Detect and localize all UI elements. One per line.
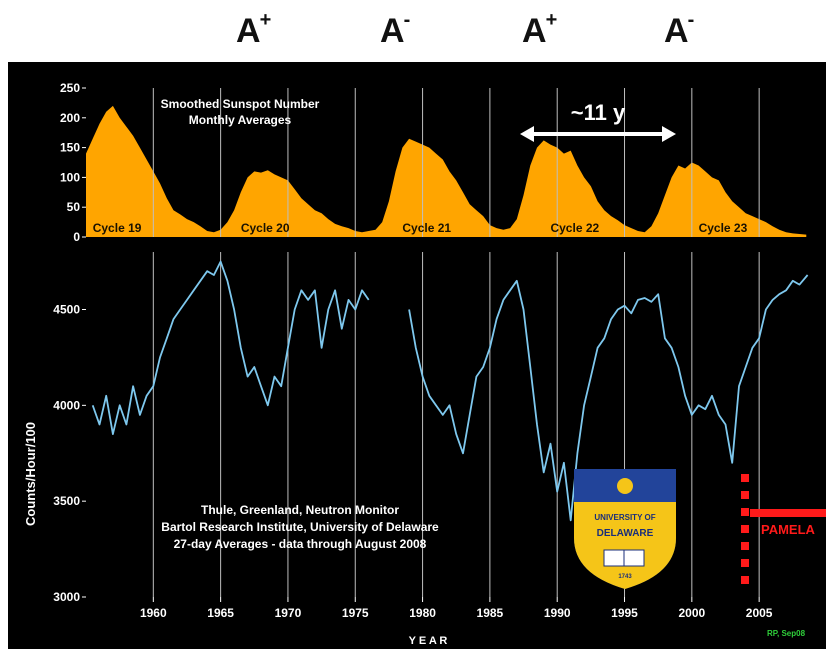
year-x-tick-label: 1985 — [477, 606, 504, 620]
station-note-line-1: Thule, Greenland, Neutron Monitor — [201, 503, 399, 517]
station-note-line-2: Bartol Research Institute, University of… — [161, 520, 439, 534]
neutron-y-axis-label: Counts/Hour/100 — [23, 422, 38, 526]
sunspot-y-tick-label: 50 — [67, 200, 81, 214]
neutron-line-segment-1 — [91, 260, 370, 436]
sunspot-title-line-1: Smoothed Sunspot Number — [161, 97, 320, 111]
pamela-label: PAMELA — [761, 522, 816, 537]
sunspot-y-ticks: 0 50 100 150 200 250 — [60, 81, 86, 244]
logo-text-line-1: UNIVERSITY OF — [594, 513, 655, 522]
neutron-series — [91, 260, 809, 522]
logo-text-line-3: 1743 — [618, 574, 632, 580]
sunspot-title-line-2: Monthly Averages — [189, 113, 292, 127]
neutron-panel: 3000 3500 4000 4500 1960 1965 1970 1975 1980 198… — [23, 252, 809, 647]
sunspot-y-tick-label: 0 — [73, 230, 80, 244]
sunspot-y-tick-label: 100 — [60, 170, 80, 184]
cycle-labels: Cycle 19 Cycle 20 Cycle 21 Cycle 22 Cycle 23 — [93, 221, 748, 235]
neutron-y-tick-label: 3500 — [53, 494, 80, 508]
year-x-tick-label: 1980 — [409, 606, 436, 620]
polarity-label-4: A- — [664, 8, 694, 50]
cycle-arrow-label: ~11 y — [571, 100, 626, 125]
year-x-tick-label: 1975 — [342, 606, 369, 620]
year-x-tick-label: 2005 — [746, 606, 773, 620]
cycle-arrow: ~11 y — [520, 100, 676, 142]
year-x-tick-label: 1990 — [544, 606, 571, 620]
year-x-tick-label: 1965 — [207, 606, 234, 620]
year-x-tick-label: 1970 — [275, 606, 302, 620]
year-x-axis-label: Y E A R — [409, 635, 448, 647]
cycle-label: Cycle 20 — [241, 221, 290, 235]
polarity-label-2: A- — [380, 8, 410, 50]
neutron-y-tick-label: 4000 — [53, 398, 80, 412]
year-x-tick-label: 1960 — [140, 606, 167, 620]
cycle-label: Cycle 23 — [699, 221, 748, 235]
logo-text-line-2: DELAWARE — [597, 528, 654, 539]
neutron-y-tick-label: 3000 — [53, 590, 80, 604]
neutron-y-tick-label: 4500 — [53, 303, 80, 317]
sunspot-gridlines — [152, 88, 760, 237]
university-logo: UNIVERSITY OF DELAWARE 1743 — [574, 469, 676, 589]
cycle-label: Cycle 21 — [402, 221, 451, 235]
sunspot-y-tick-label: 250 — [60, 81, 80, 95]
credit-text: RP, Sep08 — [767, 629, 806, 638]
sunspot-area — [86, 105, 807, 238]
cycle-label: Cycle 19 — [93, 221, 142, 235]
year-x-tick-label: 2000 — [678, 606, 705, 620]
cycle-label: Cycle 22 — [550, 221, 599, 235]
polarity-label-1: A+ — [236, 8, 271, 50]
station-note-line-3: 27-day Averages - data through August 20… — [174, 537, 427, 551]
neutron-y-ticks: 3000 3500 4000 4500 — [53, 303, 86, 604]
year-x-tick-label: 1995 — [611, 606, 638, 620]
sunspot-y-tick-label: 200 — [60, 111, 80, 125]
year-x-ticks: 1960 1965 1970 1975 1980 1985 1990 1995 2000 2005 — [140, 597, 773, 620]
polarity-label-3: A+ — [522, 8, 557, 50]
neutron-line-segment-2 — [408, 274, 809, 522]
sunspot-y-tick-label: 150 — [60, 141, 80, 155]
pamela-marker: PAMELA — [741, 474, 826, 584]
